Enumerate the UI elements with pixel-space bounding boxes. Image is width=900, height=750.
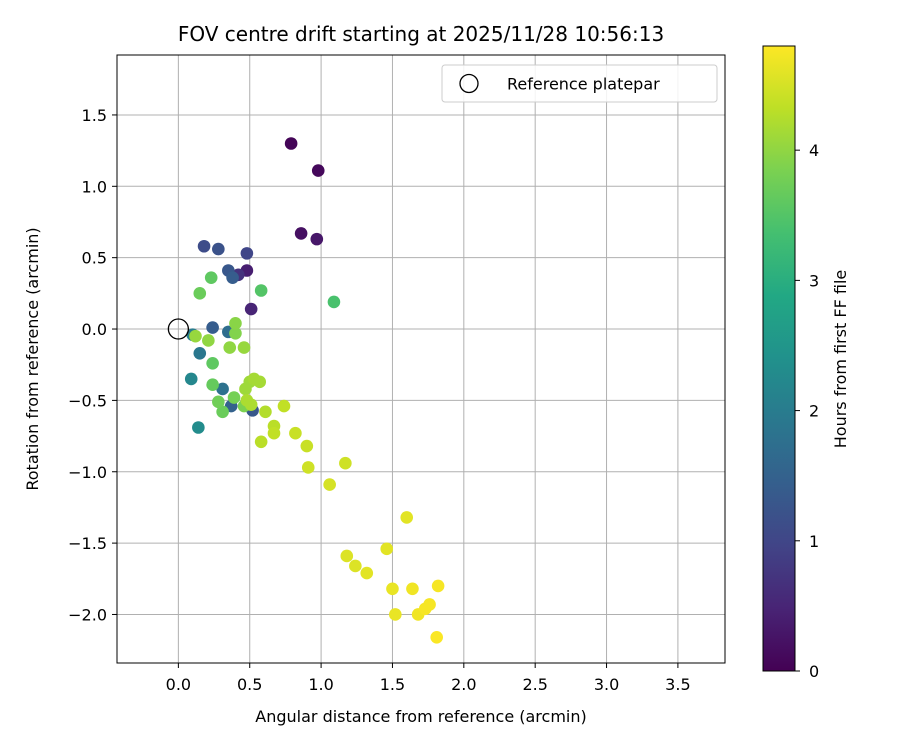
legend-box: [441, 64, 718, 103]
legend: Reference platepar: [441, 64, 718, 103]
colorbar-ticks: 0 1 2 3 4: [795, 141, 819, 681]
scatter-points: [167, 137, 445, 644]
x-tick-label: 3.5: [665, 675, 690, 694]
scatter-point: [216, 405, 229, 419]
scatter-point: [192, 421, 205, 434]
scatter-point: [400, 511, 414, 524]
scatter-point: [184, 372, 198, 386]
colorbar-tick-label: 2: [809, 402, 819, 421]
legend-label: Reference platepar: [507, 75, 660, 94]
scatter-point: [212, 395, 225, 409]
y-axis-label: Rotation from reference (arcmin): [23, 227, 42, 490]
scatter-point: [244, 302, 258, 316]
scatter-point: [267, 426, 281, 440]
x-tick-label: 1.0: [308, 675, 333, 694]
scatter-point: [277, 399, 291, 413]
scatter-point: [301, 461, 315, 474]
x-tick-label: 2.5: [522, 675, 547, 694]
scatter-point: [327, 295, 341, 309]
y-axis-ticks: 1.5 1.0 0.5 0.0 −0.5 −1.0 −1.5 −2.0: [68, 106, 117, 624]
scatter-point: [226, 271, 239, 284]
scatter-point: [406, 582, 419, 596]
scatter-point: [289, 426, 302, 440]
scatter-point: [227, 391, 241, 404]
scatter-point: [349, 559, 362, 573]
scatter-point: [310, 232, 324, 246]
scatter-point: [339, 456, 352, 470]
colorbar-label: Hours from first FF file: [831, 270, 850, 449]
scatter-point: [259, 405, 272, 419]
colorbar-tick-label: 4: [809, 141, 819, 160]
scatter-point: [212, 242, 225, 256]
scatter-point: [284, 137, 298, 150]
x-tick-label: 2.0: [451, 675, 476, 694]
scatter-point: [206, 321, 219, 334]
scatter-point: [380, 542, 394, 556]
y-tick-label: 1.0: [82, 177, 107, 196]
scatter-point: [197, 239, 211, 253]
scatter-point: [229, 327, 242, 340]
y-tick-label: 0.0: [82, 320, 107, 339]
scatter-point: [323, 478, 336, 491]
scatter-point: [244, 398, 258, 411]
scatter-point: [229, 317, 242, 330]
x-axis-label: Angular distance from reference (arcmin): [255, 707, 586, 726]
scatter-point: [386, 582, 399, 596]
y-tick-label: 1.5: [82, 106, 107, 125]
reference-platepar-marker: [167, 318, 190, 340]
y-tick-label: 0.5: [82, 249, 107, 268]
y-tick-label: −1.0: [68, 463, 107, 482]
scatter-point: [193, 287, 207, 300]
y-tick-label: −2.0: [68, 605, 107, 624]
scatter-point: [311, 164, 325, 177]
x-tick-label: 0.0: [166, 675, 191, 694]
scatter-point: [253, 375, 267, 389]
scatter-point: [206, 378, 219, 391]
scatter-point: [193, 346, 207, 360]
colorbar-tick-label: 3: [809, 271, 819, 290]
y-tick-label: −1.5: [68, 534, 107, 553]
scatter-point: [202, 334, 215, 347]
colorbar-tick-label: 1: [809, 532, 819, 551]
scatter-point: [237, 341, 251, 354]
scatter-point: [430, 631, 443, 644]
scatter-point: [216, 382, 229, 396]
colorbar: [762, 45, 796, 672]
scatter-point: [389, 608, 402, 621]
legend-reference-marker: [459, 73, 479, 94]
scatter-point: [206, 356, 219, 370]
grid: [117, 55, 725, 663]
x-tick-label: 3.0: [594, 675, 619, 694]
scatter-point: [294, 227, 308, 240]
y-tick-label: −0.5: [68, 391, 107, 410]
scatter-point: [223, 341, 237, 354]
scatter-point: [204, 271, 218, 284]
scatter-point: [423, 598, 436, 611]
scatter-point: [254, 435, 268, 449]
scatter-point: [189, 329, 202, 343]
scatter-point: [300, 439, 314, 453]
scatter-point: [340, 549, 354, 563]
chart-title: FOV centre drift starting at 2025/11/28 …: [178, 22, 664, 46]
x-tick-label: 1.5: [380, 675, 405, 694]
x-tick-label: 0.5: [237, 675, 262, 694]
plot-frame: [116, 54, 726, 664]
colorbar-tick-label: 0: [809, 662, 819, 681]
scatter-point: [360, 566, 374, 580]
scatter-point: [240, 247, 254, 260]
scatter-point: [254, 284, 268, 297]
x-axis-ticks: 0.0 0.5 1.0 1.5 2.0 2.5 3.0 3.5: [166, 663, 691, 694]
scatter-point: [431, 579, 445, 593]
